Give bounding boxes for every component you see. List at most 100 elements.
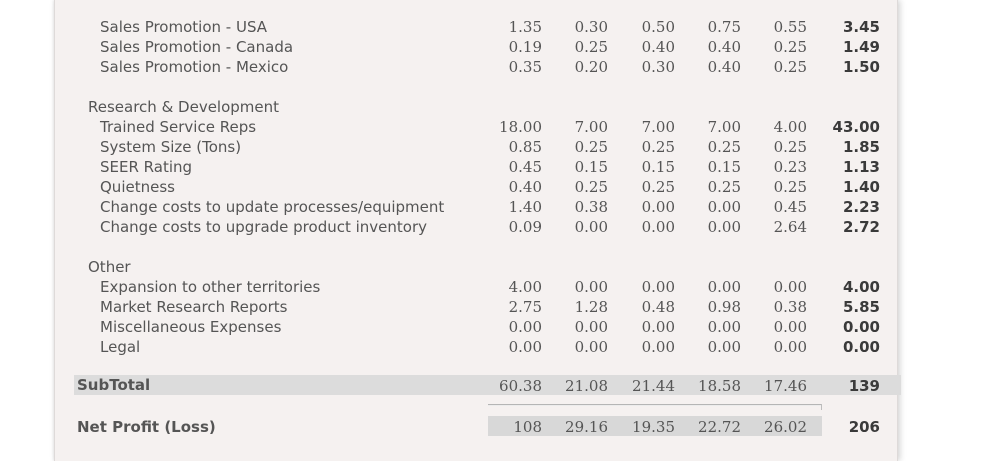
cell: 0.25 [773, 178, 807, 196]
section-title-other: Other [88, 258, 131, 276]
cell: 0.00 [641, 318, 675, 336]
cell: 21.08 [565, 377, 608, 395]
row-label: Market Research Reports [100, 298, 288, 316]
subtotal-bar [74, 375, 901, 395]
row-label: System Size (Tons) [100, 138, 242, 156]
cell: 29.16 [565, 418, 608, 436]
cell: 0.00 [641, 278, 675, 296]
cell: 0.00 [707, 338, 741, 356]
cell: 0.00 [773, 318, 807, 336]
row-total: 5.85 [842, 298, 880, 316]
row-total: 0.00 [842, 318, 880, 336]
cell: 0.15 [707, 158, 741, 176]
table-row: Sales Promotion - Mexico 0.35 0.20 0.30 … [55, 57, 897, 77]
cell: 0.00 [641, 338, 675, 356]
table-row: Miscellaneous Expenses 0.00 0.00 0.00 0.… [55, 317, 897, 337]
cell: 0.25 [707, 138, 741, 156]
section-header: Other [55, 257, 897, 277]
cell: 0.25 [707, 178, 741, 196]
cell: 26.02 [764, 418, 807, 436]
divider [488, 404, 822, 405]
cell: 18.00 [499, 118, 542, 136]
cell: 0.00 [574, 318, 608, 336]
cell: 22.72 [698, 418, 741, 436]
financial-report-panel: Sales Promotion - USA 1.35 0.30 0.50 0.7… [54, 0, 901, 461]
cell: 0.40 [707, 58, 741, 76]
row-total: 1.40 [842, 178, 880, 196]
section-title-rd: Research & Development [88, 98, 280, 116]
net-profit-row: 108 29.16 19.35 22.72 26.02 206 [55, 417, 897, 437]
cell: 0.19 [508, 38, 542, 56]
cell: 0.25 [574, 138, 608, 156]
cell: 0.25 [641, 178, 675, 196]
cell: 2.64 [773, 218, 807, 236]
table-row: Sales Promotion - Canada 0.19 0.25 0.40 … [55, 37, 897, 57]
cell: 0.00 [773, 338, 807, 356]
table-row: System Size (Tons) 0.85 0.25 0.25 0.25 0… [55, 137, 897, 157]
cell: 0.38 [773, 298, 807, 316]
cell: 1.28 [574, 298, 608, 316]
cell: 0.35 [508, 58, 542, 76]
cell: 108 [513, 418, 542, 436]
table-row: Quietness 0.40 0.25 0.25 0.25 0.25 1.40 [55, 177, 897, 197]
cell: 1.40 [508, 198, 542, 216]
cell: 0.85 [508, 138, 542, 156]
cell: 0.00 [707, 218, 741, 236]
cell: 7.00 [641, 118, 675, 136]
cell: 0.40 [707, 38, 741, 56]
cell: 0.00 [574, 278, 608, 296]
row-label: Change costs to update processes/equipme… [100, 198, 445, 216]
subtotal-label: SubTotal [77, 376, 151, 394]
row-label: SEER Rating [100, 158, 193, 176]
cell: 0.00 [508, 338, 542, 356]
row-label: Sales Promotion - Mexico [100, 58, 289, 76]
cell: 0.00 [508, 318, 542, 336]
table-row: Sales Promotion - USA 1.35 0.30 0.50 0.7… [55, 17, 897, 37]
cell: 0.25 [773, 138, 807, 156]
cell: 2.75 [508, 298, 542, 316]
cell: 0.98 [707, 298, 741, 316]
row-total: 43.00 [832, 118, 880, 136]
cell: 0.25 [574, 178, 608, 196]
row-total: 1.49 [842, 38, 880, 56]
divider [821, 404, 822, 410]
cell: 0.23 [773, 158, 807, 176]
cell: 21.44 [632, 377, 675, 395]
cell: 0.45 [508, 158, 542, 176]
cell: 0.38 [574, 198, 608, 216]
cell: 0.30 [574, 18, 608, 36]
row-total: 1.85 [842, 138, 880, 156]
row-total: 1.13 [842, 158, 880, 176]
table-row: Trained Service Reps 18.00 7.00 7.00 7.0… [55, 117, 897, 137]
cell: 0.00 [574, 338, 608, 356]
cell: 60.38 [499, 377, 542, 395]
cell: 0.30 [641, 58, 675, 76]
row-total: 4.00 [842, 278, 880, 296]
row-label: Quietness [100, 178, 175, 196]
cell: 4.00 [508, 278, 542, 296]
cell: 17.46 [764, 377, 807, 395]
row-total: 1.50 [842, 58, 880, 76]
divider [488, 405, 822, 406]
cell: 0.25 [773, 38, 807, 56]
row-label: Change costs to upgrade product inventor… [100, 218, 428, 236]
cell: 0.00 [707, 278, 741, 296]
row-label: Sales Promotion - USA [100, 18, 267, 36]
cell: 1.35 [508, 18, 542, 36]
cell: 0.00 [641, 218, 675, 236]
cell: 4.00 [773, 118, 807, 136]
cell: 0.25 [641, 138, 675, 156]
row-label: Sales Promotion - Canada [100, 38, 294, 56]
subtotal-total: 139 [848, 377, 880, 395]
table-row: Change costs to upgrade product inventor… [55, 217, 897, 237]
cell: 0.75 [707, 18, 741, 36]
row-label: Expansion to other territories [100, 278, 321, 296]
cell: 0.00 [574, 218, 608, 236]
cell: 0.15 [641, 158, 675, 176]
row-label: Trained Service Reps [100, 118, 257, 136]
row-total: 3.45 [842, 18, 880, 36]
cell: 0.15 [574, 158, 608, 176]
cell: 0.00 [707, 318, 741, 336]
cell: 0.55 [773, 18, 807, 36]
cell: 19.35 [632, 418, 675, 436]
